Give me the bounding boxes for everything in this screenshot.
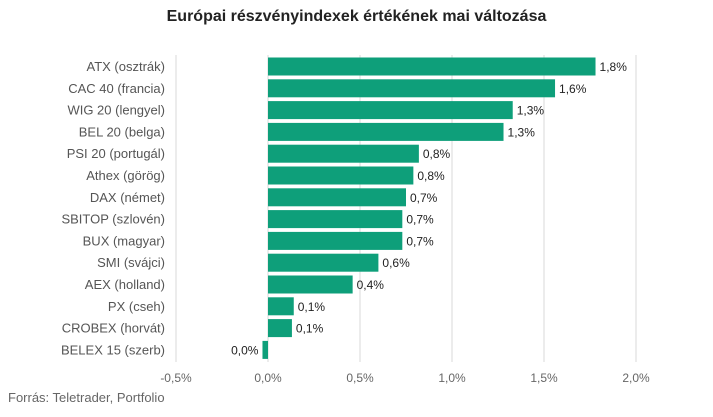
bar [268, 101, 513, 120]
value-label: 0,4% [357, 278, 385, 292]
source-note: Forrás: Teletrader, Portfolio [8, 390, 165, 405]
bar [268, 231, 403, 250]
bar [268, 122, 504, 141]
x-tick-label: 0,0% [254, 371, 282, 385]
value-label: 0,8% [417, 169, 445, 183]
value-label: 1,8% [600, 60, 628, 74]
category-label: PX (cseh) [108, 299, 165, 314]
category-label: AEX (holland) [85, 277, 165, 292]
category-label: PSI 20 (portugál) [67, 146, 165, 161]
category-label: CROBEX (horvát) [62, 321, 165, 336]
value-label: 1,3% [517, 104, 545, 118]
category-label: WIG 20 (lengyel) [67, 103, 165, 118]
x-tick-label: 0,5% [346, 371, 374, 385]
bar [268, 319, 292, 338]
bar [268, 57, 596, 76]
bar [268, 188, 406, 207]
category-label: CAC 40 (francia) [68, 81, 165, 96]
bar [268, 210, 403, 229]
category-label: Athex (görög) [86, 168, 165, 183]
value-label: 1,3% [508, 125, 536, 139]
value-label: 0,1% [296, 322, 324, 336]
value-label: 0,7% [410, 191, 438, 205]
chart-title: Európai részvényindexek értékének mai vá… [166, 8, 547, 25]
category-label: BEL 20 (belga) [79, 124, 165, 139]
value-label: 1,6% [559, 82, 587, 96]
value-label: 0,7% [406, 213, 434, 227]
category-label: SBITOP (szlovén) [61, 212, 165, 227]
x-tick-label: 1,0% [438, 371, 466, 385]
bar [268, 253, 379, 272]
category-label: DAX (német) [90, 190, 165, 205]
category-label: BUX (magyar) [83, 233, 165, 248]
bar [268, 166, 414, 185]
bar [268, 79, 556, 98]
bar [268, 144, 419, 163]
bar [268, 275, 353, 294]
value-label: 0,6% [382, 256, 410, 270]
category-label: ATX (osztrák) [87, 59, 166, 74]
x-tick-label: 2,0% [622, 371, 650, 385]
x-tick-label: -0,5% [160, 371, 192, 385]
x-tick-label: 1,5% [530, 371, 558, 385]
value-label: 0,0% [231, 343, 259, 357]
bar [262, 340, 268, 359]
category-label: BELEX 15 (szerb) [61, 342, 165, 357]
bar [268, 297, 294, 316]
value-label: 0,1% [298, 300, 326, 314]
category-label: SMI (svájci) [97, 255, 165, 270]
value-label: 0,8% [423, 147, 451, 161]
value-label: 0,7% [406, 234, 434, 248]
